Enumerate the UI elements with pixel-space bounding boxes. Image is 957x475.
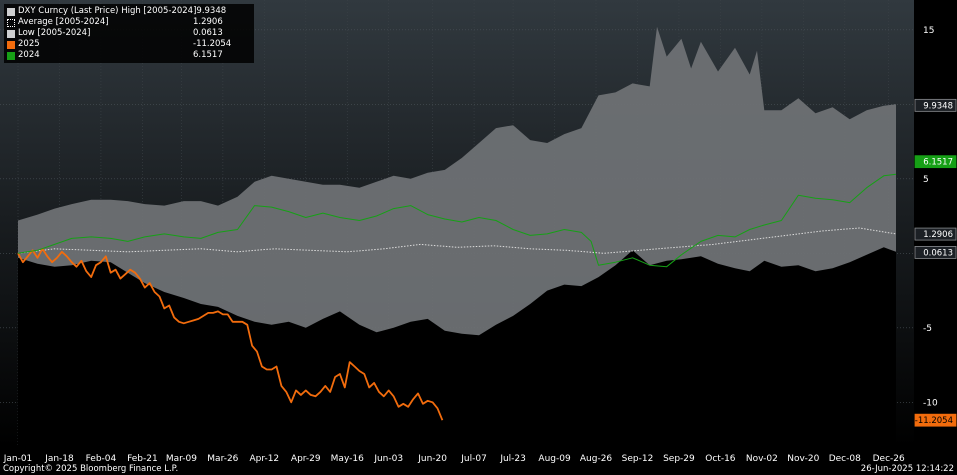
value-label: 9.9348 [914,98,957,112]
legend-item: 2025 -11.2054 [7,39,251,50]
x-tick-label: Nov-02 [746,454,778,464]
value-label-box [914,155,957,169]
legend-item: DXY Curncy (Last Price) High [2005-2024]… [7,6,251,17]
legend-item: Low [2005-2024] 0.0613 [7,28,251,39]
x-tick-label: Apr-29 [291,454,321,464]
y-tick-label: -10 [923,398,938,408]
value-label-box [914,413,957,427]
copyright-text: Copyright© 2025 Bloomberg Finance L.P. [3,464,179,474]
value-label: 6.1517 [914,155,957,169]
x-tick-label: Sep-12 [622,454,654,464]
legend-label: Average [2005-2024] [18,17,109,27]
x-tick-label: Feb-21 [127,454,158,464]
legend-swatch [7,29,15,38]
x-tick-label: Nov-20 [787,454,819,464]
x-tick-label: Jul-07 [460,454,487,464]
value-label-text: 9.9348 [923,101,953,111]
legend-value: 9.9348 [196,6,227,16]
legend-item: Average [2005-2024] 1.2906 [7,17,251,28]
legend-item: 2024 6.1517 [7,50,251,61]
x-tick-label: Apr-12 [249,454,279,464]
value-label-box [914,98,957,112]
y-tick-label: 15 [923,26,934,36]
high-low-band [18,26,896,447]
legend: DXY Curncy (Last Price) High [2005-2024]… [4,4,254,63]
legend-swatch [7,7,15,16]
timestamp-text: 26-Jun-2025 12:14:22 [860,464,954,474]
value-label-text: 1.2906 [923,230,953,240]
x-tick-label: Jan-18 [44,454,74,464]
x-tick-label: May-16 [331,454,364,464]
x-tick-label: Aug-09 [538,454,571,464]
legend-swatch [7,51,15,60]
x-tick-label: Aug-26 [580,454,613,464]
x-tick-label: Dec-08 [829,454,861,464]
legend-value: 6.1517 [193,50,223,60]
y-axis: -10-50515 [923,26,938,408]
value-label: 1.2906 [914,227,957,241]
x-tick-label: Mar-26 [207,454,238,464]
value-label-box [914,227,957,241]
value-label: 0.0613 [914,246,957,259]
legend-label: Low [2005-2024] [18,28,91,38]
x-tick-label: Dec-26 [873,454,905,464]
legend-label: 2024 [18,50,40,60]
x-tick-label: Jun-20 [417,454,447,464]
y-tick-label: 5 [923,175,929,185]
value-label-text: -11.2054 [915,416,953,426]
x-tick-label: Sep-29 [663,454,695,464]
series-line-2025 [17,247,444,421]
x-tick-label: Feb-04 [86,454,117,464]
legend-value: -11.2054 [193,39,232,49]
legend-swatch [7,18,15,27]
value-label-text: 0.0613 [923,248,953,258]
series-lines [17,173,897,421]
legend-swatch [7,40,15,49]
x-axis: Jan-01 Jan-18 Feb-04 Feb-21 Mar-09 Mar-26 Apr-… [3,454,905,464]
low-band-area [18,247,896,447]
legend-value: 1.2906 [193,17,223,27]
x-tick-label: Oct-16 [705,454,736,464]
legend-label: DXY Curncy (Last Price) High [2005-2024] [18,6,197,16]
x-tick-label: Jul-23 [499,454,526,464]
legend-value: 0.0613 [193,28,223,38]
x-tick-label: Jan-01 [3,454,33,464]
value-label-box [914,246,957,259]
value-label: -11.2054 [914,413,957,427]
x-tick-label: Mar-09 [166,454,197,464]
value-label-text: 6.1517 [923,158,953,168]
value-labels: 9.9348 6.1517 1.2906 0.0613 -11.2054 [914,98,957,427]
x-tick-label: Jun-03 [373,454,403,464]
legend-label: 2025 [18,39,40,49]
y-tick-label: -5 [923,324,932,334]
series-line-2024 [17,173,897,268]
